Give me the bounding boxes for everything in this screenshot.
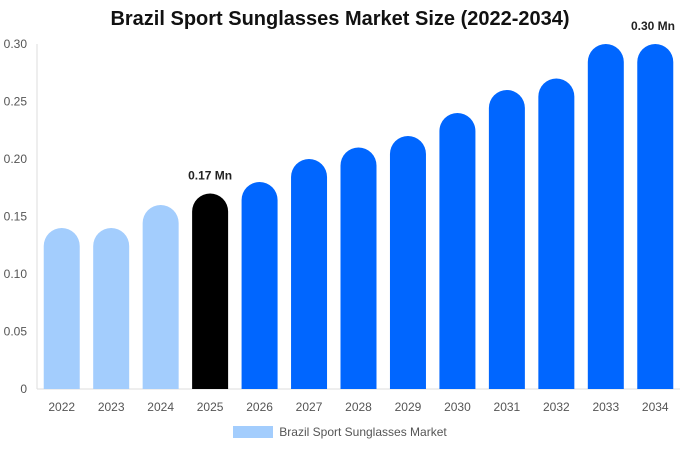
bar-2030 [439,113,476,389]
bar-2029 [389,136,426,389]
y-tick-label: 0.15 [4,210,28,224]
bar-2028 [340,147,377,389]
x-tick-label: 2024 [147,400,174,414]
data-label-2025: 0.17 Mn [188,169,232,183]
chart-title: Brazil Sport Sunglasses Market Size (202… [110,8,570,30]
bar-2027 [291,159,328,389]
x-tick-label: 2029 [395,400,422,414]
legend-label: Brazil Sport Sunglasses Market [279,425,447,439]
y-tick-label: 0 [20,382,27,396]
x-tick-label: 2028 [345,400,372,414]
bar-2032 [538,78,575,389]
y-tick-label: 0.05 [4,325,28,339]
y-tick-label: 0.25 [4,95,28,109]
y-tick-label: 0.10 [4,267,28,281]
bar-2033 [587,44,624,389]
bar-2022 [43,228,80,389]
bar-2034 [637,44,674,389]
x-tick-label: 2031 [494,400,521,414]
x-tick-label: 2026 [246,400,273,414]
x-tick-label: 2032 [543,400,570,414]
y-tick-label: 0.20 [4,152,28,166]
x-tick-label: 2027 [296,400,323,414]
y-tick-label: 0.30 [4,37,28,51]
legend-swatch [233,426,274,438]
bar-2023 [93,228,130,389]
x-tick-label: 2022 [48,400,75,414]
bar-2026 [241,182,278,389]
bar-2024 [142,205,179,389]
legend: Brazil Sport Sunglasses Market [0,425,680,439]
bar-2025 [192,193,229,389]
x-tick-label: 2033 [592,400,619,414]
x-tick-label: 2034 [642,400,669,414]
bar-2031 [488,89,525,389]
data-label-2034: 0.30 Mn [631,19,675,33]
x-tick-label: 2030 [444,400,471,414]
x-tick-label: 2023 [98,400,125,414]
x-tick-label: 2025 [197,400,224,414]
